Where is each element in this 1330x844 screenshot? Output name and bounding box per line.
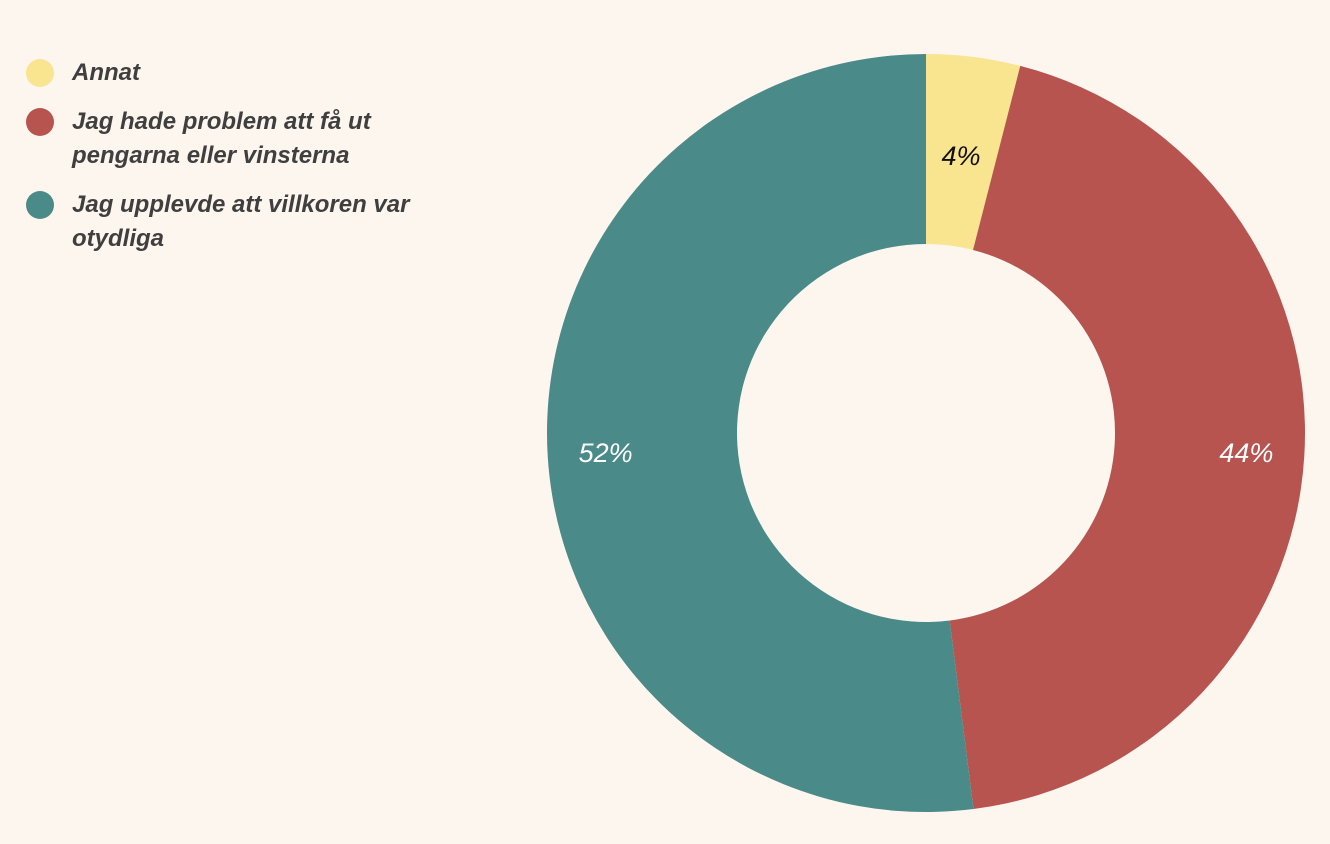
donut-slice [949,65,1305,810]
legend-swatch [26,191,54,219]
legend-item: Annat [26,56,446,90]
legend-item: Jag hade problem att få ut pengarna elle… [26,105,446,173]
legend-label: Annat [72,59,140,86]
legend-label: Jag upplevde att villkoren var otydliga [72,191,410,252]
slice-value-label: 4% [941,141,980,171]
slice-value-label: 44% [1219,438,1273,468]
legend-swatch [26,108,54,136]
donut-slice [926,54,1021,250]
donut-slice [547,54,974,812]
legend-label: Jag hade problem att få ut pengarna elle… [72,108,371,169]
legend-item: Jag upplevde att villkoren var otydliga [26,188,446,256]
slice-value-label: 52% [579,438,633,468]
legend-swatch [26,59,54,87]
legend: Annat Jag hade problem att få ut pengarna… [26,56,446,271]
